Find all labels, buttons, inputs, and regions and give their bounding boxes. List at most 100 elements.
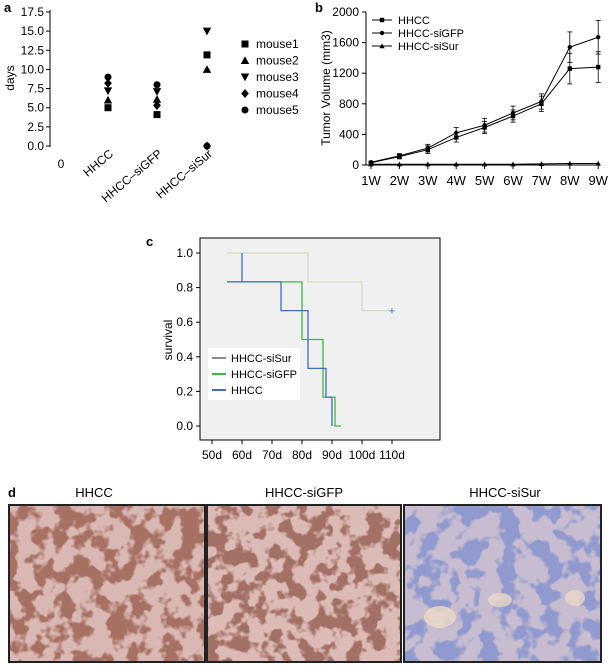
data-point-mouse2 (152, 95, 162, 103)
data-point-mouse4 (153, 100, 161, 110)
y-tick-label: 17.5 (21, 5, 45, 19)
data-point-HHCC-siSur (368, 161, 374, 167)
data-point-HHCC-siSur (567, 160, 573, 166)
legend-label: HHCC (398, 15, 430, 27)
histology-image-hhcc (8, 504, 206, 663)
y-axis-label: survival (161, 320, 175, 361)
data-point-mouse5 (104, 73, 112, 81)
y-tick-label: 1600 (332, 36, 359, 50)
legend-label: mouse5 (256, 103, 299, 117)
data-point-HHCC-siGFP (425, 145, 430, 151)
legend-label: HHCC-siGFP (231, 369, 297, 381)
panel-label-c: c (146, 234, 153, 249)
legend-marker-mouse2 (240, 56, 250, 64)
legend-marker-mouse5 (241, 106, 249, 114)
data-point-HHCC-siGFP (397, 153, 402, 159)
y-tick-label: 0.8 (176, 281, 193, 295)
data-point-HHCC-siGFP (539, 99, 544, 104)
legend-label: mouse4 (256, 87, 299, 101)
x-tick-label: 90d (322, 448, 342, 462)
legend-marker-HHCC-siSur (379, 43, 385, 49)
y-tick-label: 10.0 (21, 62, 45, 76)
panel-label-d: d (8, 485, 16, 500)
legend-label: HHCC-siGFP (398, 28, 464, 40)
data-point-mouse1 (203, 51, 211, 59)
panel-label-b: b (315, 0, 323, 15)
data-point-mouse1 (153, 111, 161, 119)
y-tick-label: 1200 (332, 66, 359, 80)
legend-marker-HHCC-siGFP (379, 30, 385, 36)
histology-image-hhcc-sigfp (206, 504, 402, 663)
x-tick-label: 70d (262, 448, 282, 462)
y-axis-label: days (3, 65, 17, 90)
legend-label: HHCC (231, 385, 263, 397)
histology-image-hhcc-sisur (403, 504, 602, 663)
legend-marker-HHCC (379, 17, 385, 23)
scatter-chart-days: days 0 0.0 2.5 5.0 7.5 10.0 12.5 15.0 17.5 HHCC… (3, 5, 299, 205)
y-tick-label: 1.0 (176, 246, 193, 260)
legend-label: mouse2 (256, 54, 299, 68)
censor-mark: + (389, 306, 395, 318)
data-point-HHCC (567, 66, 572, 71)
y-tick-label: 15.0 (21, 24, 45, 38)
line-chart-tumor-volume: Tumor Volume (mm3) 0 400 800 1200 1600 2000 1… (319, 5, 608, 188)
x-tick-label: 60d (232, 448, 252, 462)
survival-chart: survival 0.0 0.2 0.4 0.6 0.8 1.0 50d 60d 70d 80d… (161, 237, 441, 462)
data-point-HHCC-siSur (453, 161, 459, 167)
y-tick-label: 0.4 (176, 350, 193, 364)
data-point-mouse1 (104, 104, 112, 112)
y-tick-label: 0.6 (176, 315, 193, 329)
x-tick-label: 8W (560, 173, 580, 188)
x-tick-label: HHCC (80, 146, 116, 179)
legend-label: HHCC-siSur (398, 41, 459, 53)
y-tick-label: 0.0 (176, 419, 193, 433)
data-point-HHCC-siGFP (454, 130, 459, 136)
data-point-mouse4 (104, 78, 112, 88)
y-tick-label: 0.0 (27, 139, 44, 153)
legend-label: HHCC-siSur (231, 353, 292, 365)
x-tick-label: 6W (503, 173, 523, 188)
data-point-HHCC-siSur (425, 161, 431, 167)
x-tick-label: 4W (446, 173, 466, 188)
x-tick-label: 2W (390, 173, 410, 188)
legend-marker-mouse1 (241, 40, 249, 48)
x-tick-label: 3W (418, 173, 438, 188)
histology-label-1: HHCC (75, 485, 113, 500)
data-point-HHCC-siSur (396, 161, 403, 167)
y-tick-label: 12.5 (21, 43, 45, 57)
data-point-HHCC-siGFP (510, 110, 516, 116)
histology-label-2: HHCC-siGFP (265, 485, 343, 500)
legend-marker-mouse4 (241, 88, 249, 99)
data-point-HHCC-siSur (538, 161, 545, 167)
legend-label: mouse1 (256, 37, 299, 51)
x-tick-label: 110d (379, 448, 405, 462)
data-point-HHCC-siGFP (482, 123, 487, 128)
data-point-HHCC (596, 64, 601, 70)
y-tick-label: 400 (339, 127, 359, 141)
panel-label-a: a (4, 0, 12, 15)
data-point-mouse5 (203, 142, 211, 150)
y-tick-label: 2.5 (27, 120, 44, 134)
data-point-mouse2 (202, 65, 212, 73)
x-tick-label: 7W (532, 173, 552, 188)
x-tick-label: 9W (588, 173, 608, 188)
data-point-HHCC-siSur (595, 160, 601, 166)
y-tick-label: 2000 (332, 5, 359, 19)
legend-marker-mouse3 (240, 73, 250, 82)
y-axis-label: Tumor Volume (mm3) (319, 30, 333, 146)
data-point-HHCC-siGFP (596, 35, 601, 40)
series-line-HHCC (370, 66, 599, 164)
data-point-mouse3 (103, 87, 113, 96)
x-origin-label: 0 (58, 157, 65, 171)
x-tick-label: 5W (475, 173, 495, 188)
y-tick-label: 800 (339, 97, 359, 111)
histology-panel: HHCC HHCC-siGFP HHCC-siSur (8, 485, 602, 663)
y-tick-label: 7.5 (27, 82, 44, 96)
legend-label: mouse3 (256, 70, 299, 84)
y-tick-label: 0.2 (176, 384, 193, 398)
survival-curve-HHCC (227, 253, 333, 426)
data-point-mouse3 (202, 27, 212, 36)
survival-curve-HHCC-siSur (227, 252, 392, 312)
histology-label-3: HHCC-siSur (469, 485, 541, 500)
